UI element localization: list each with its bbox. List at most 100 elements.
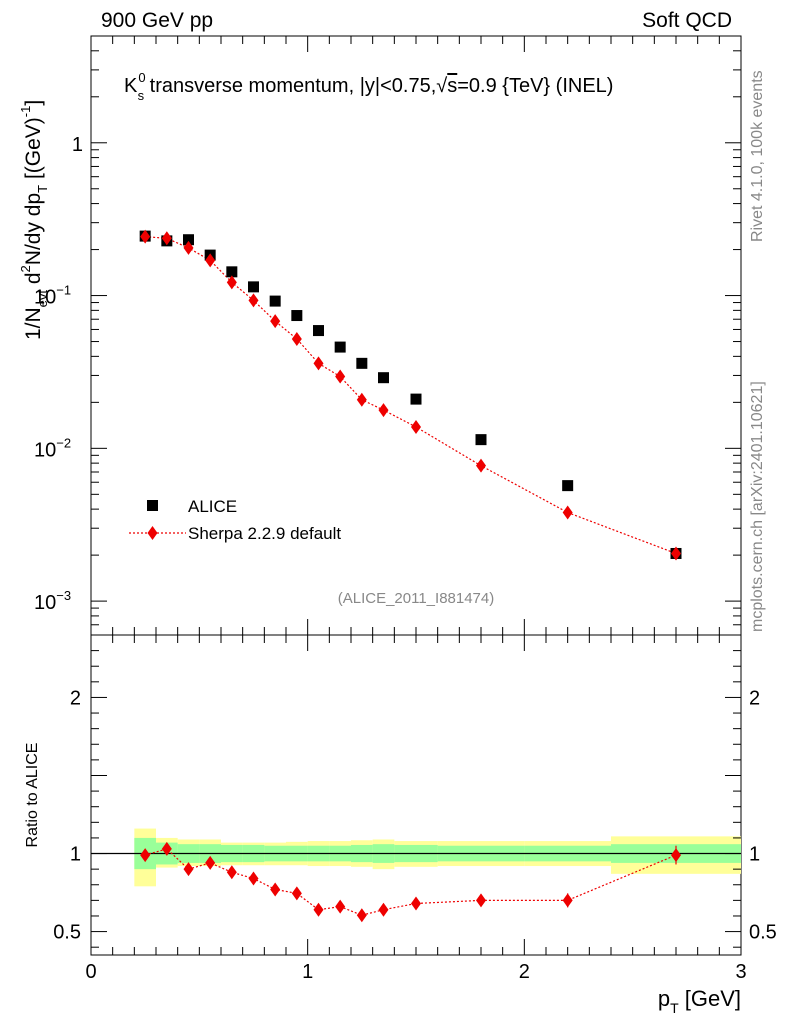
y-tick-1-base: 1	[72, 134, 83, 156]
data-point	[248, 281, 259, 293]
ylabel-a-sub: evt	[35, 290, 50, 308]
ylabel-d: [(GeV)	[22, 117, 45, 185]
y-tick-label-1: 1	[72, 134, 83, 156]
x-tick-0: 0	[85, 961, 96, 983]
mc-curve	[145, 236, 677, 555]
title-k: K	[124, 75, 138, 97]
x-tick-2: 2	[519, 961, 530, 983]
ratio-mc-point	[378, 902, 389, 917]
ratio-y-tick-2-left: 2	[70, 687, 81, 709]
y-tick-label-0.001: 10−3	[34, 588, 71, 614]
legend-data-marker	[147, 500, 158, 511]
ratio-y-tick-1-left: 1	[70, 844, 81, 866]
ratio-y-tick-2-right: 2	[749, 687, 760, 709]
ratio-mc-point	[356, 908, 367, 923]
y-tick-0.1-exp: −1	[56, 283, 71, 298]
mc-line	[145, 236, 677, 555]
main-axis-ticks	[90, 35, 742, 636]
title-k-sup: 0	[138, 70, 145, 85]
data-point	[183, 234, 194, 246]
ratio-mc-point	[411, 896, 421, 911]
ratio-mc-point	[671, 848, 681, 863]
ratio-mc-markers	[140, 841, 681, 923]
side-top-label: Rivet 4.1.0, 100k events	[749, 70, 766, 242]
ylabel-b: d	[22, 272, 45, 290]
ratio-mc-line	[145, 848, 677, 916]
x-axis-label: pT [GeV]	[658, 986, 741, 1016]
mc-point	[562, 505, 573, 520]
mc-point	[476, 458, 486, 473]
ratio-mc-curve	[145, 848, 677, 916]
mc-point	[313, 356, 324, 371]
main-panel-frame	[90, 35, 742, 636]
y-tick-0.01-base: 10	[34, 439, 56, 461]
main-ylabel: 1/Nevt d2N/dy dpT [(GeV)-1]	[18, 100, 50, 340]
ratio-mc-point	[476, 893, 486, 908]
data-point	[334, 341, 346, 353]
data-point	[226, 266, 238, 278]
ylabel-d-sup: -1	[18, 106, 33, 118]
data-point	[410, 393, 422, 405]
ratio-mc-point	[270, 882, 281, 897]
ratio-uncertainty-bands	[134, 828, 741, 887]
ratio-mc-point	[335, 899, 346, 914]
analysis-id: (ALICE_2011_I881474)	[338, 590, 495, 607]
mc-point	[671, 546, 681, 561]
mc-point	[335, 369, 346, 384]
title-mid: transverse momentum, |y|<0.75,	[144, 75, 436, 97]
mc-markers	[140, 229, 681, 561]
mc-point	[356, 392, 367, 407]
ratio-y-tick-labels: 0.5 1 2 0.5 1 2	[53, 687, 777, 943]
header-right: Soft QCD	[642, 9, 732, 32]
legend-mc-marker	[147, 526, 158, 540]
ylabel-c: N/dy dp	[22, 193, 45, 265]
ratio-mc-point	[140, 848, 151, 863]
mc-point	[270, 314, 281, 329]
ylabel-e: ]	[22, 100, 45, 106]
mc-point	[248, 293, 259, 308]
xlabel-b: [GeV]	[679, 986, 741, 1011]
ylabel-b-sup: 2	[18, 265, 33, 272]
ratio-mc-point	[291, 886, 302, 901]
data-point	[313, 325, 324, 337]
mc-point	[161, 231, 172, 246]
y-tick-0.001-base: 10	[34, 592, 56, 614]
legend: ALICE Sherpa 2.2.9 default	[129, 497, 341, 543]
ratio-y-tick-0.5-left: 0.5	[53, 922, 81, 944]
x-tick-1: 1	[302, 961, 313, 983]
ratio-mc-point	[161, 841, 172, 856]
ratio-mc-point	[205, 855, 216, 870]
ylabel-a: 1/N	[22, 307, 45, 340]
ratio-axis-ticks	[90, 635, 742, 955]
y-tick-0.1-base: 10	[34, 287, 56, 309]
mc-point	[226, 275, 237, 290]
y-tick-label-0.1: 10−1	[34, 283, 71, 309]
xlabel-a-sub: T	[670, 1000, 679, 1016]
ratio-mc-point	[313, 902, 324, 917]
data-point	[269, 295, 281, 307]
ratio-mc-point	[562, 893, 573, 908]
data-point	[562, 480, 574, 492]
mc-point	[205, 253, 216, 268]
title-root: √	[436, 75, 447, 97]
y-tick-label-0.01: 10−2	[34, 435, 71, 461]
title-s: s	[447, 75, 457, 97]
data-point	[291, 310, 303, 322]
xlabel-a: p	[658, 986, 670, 1011]
mc-point	[183, 240, 194, 255]
legend-data-label: ALICE	[188, 497, 237, 516]
y-tick-0.001-exp: −3	[56, 588, 71, 603]
y-tick-0.01-exp: −2	[56, 435, 71, 450]
mc-point	[378, 403, 389, 418]
mc-point	[140, 229, 151, 244]
header-left: 900 GeV pp	[101, 9, 213, 32]
ylabel-c-sub: T	[35, 185, 50, 193]
ratio-y-tick-1-right: 1	[749, 844, 760, 866]
ratio-mc-point	[226, 865, 237, 880]
x-tick-3: 3	[735, 961, 746, 983]
title-rest: =0.9 {TeV} (INEL)	[457, 75, 613, 97]
ratio-mc-point	[183, 862, 194, 877]
ratio-y-tick-0.5-right: 0.5	[749, 922, 777, 944]
ratio-ylabel: Ratio to ALICE	[24, 743, 41, 848]
mc-point	[291, 331, 302, 346]
